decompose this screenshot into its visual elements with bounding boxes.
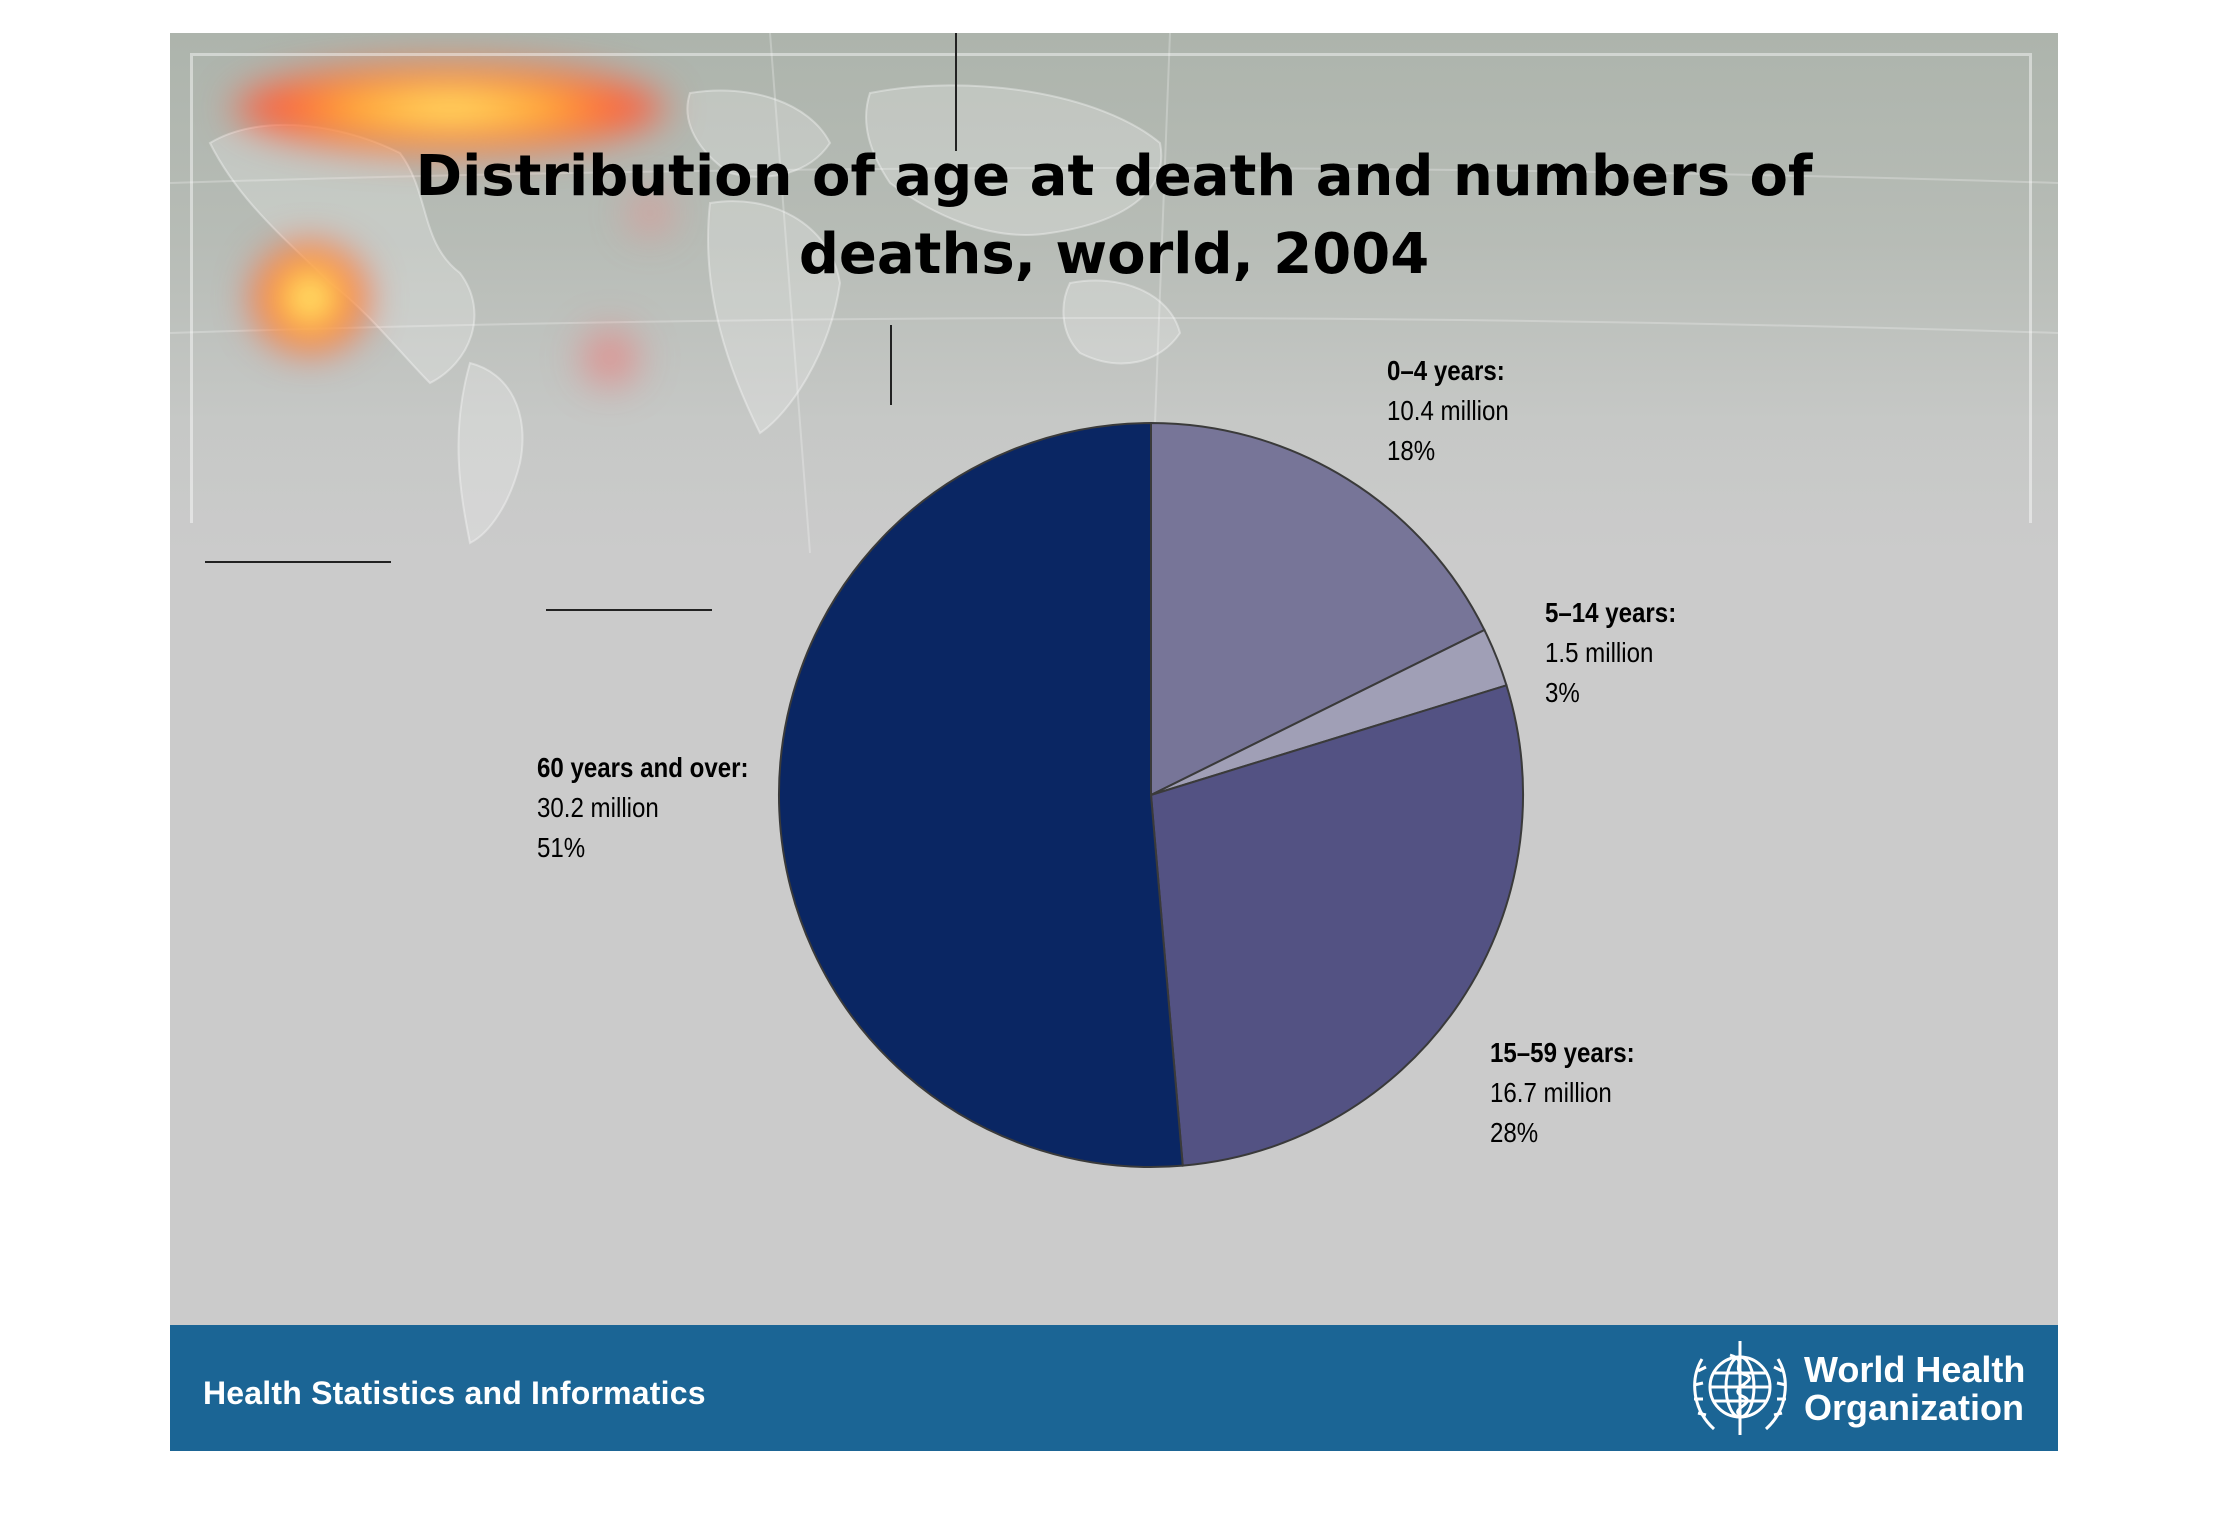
slice-label-value: 10.4 million [1387,395,1509,426]
footer-text: Health Statistics and Informatics [203,1375,706,1411]
slice-label-name: 15–59 years: [1490,1037,1635,1068]
slice-label-name: 0–4 years: [1387,355,1505,386]
slice-label-percent: 3% [1545,677,1580,708]
slice-label-5-14: 5–14 years: 1.5 million 3% [1545,593,1676,713]
organization-name-line-2: Organization [1804,1387,2025,1428]
pie-slice-1 [1150,421,1486,797]
heatmap-blob [250,243,370,353]
who-emblem-icon [1693,1341,1787,1435]
organization-name-line-1: World Health [1804,1349,2026,1390]
slice-label-value: 16.7 million [1490,1077,1612,1108]
divider-line [890,325,892,405]
heatmap-blob [230,63,670,153]
divider-line [205,561,391,563]
slice-label-15-59: 15–59 years: 16.7 million 28% [1490,1033,1635,1153]
slice-label-0-4: 0–4 years: 10.4 million 18% [1387,351,1509,471]
divider-line [546,609,712,611]
pie-slice-3 [1149,684,1524,1167]
chart-title-line-1: Distribution of age at death and numbers… [415,144,1813,209]
chart-title-line-2: deaths, world, 2004 [798,222,1430,287]
banner-background [170,33,2058,553]
slice-label-percent: 51% [537,832,586,863]
pie-chart [778,421,1524,1168]
chart-title: Distribution of age at death and numbers… [170,138,2058,294]
slice-label-percent: 28% [1490,1117,1539,1148]
slice-label-60-plus: 60 years and over: 30.2 million 51% [537,748,748,868]
pie-slice-4 [778,421,1184,1168]
slice-label-value: 1.5 million [1545,637,1654,668]
slice-label-name: 5–14 years: [1545,597,1677,628]
divider-line [955,33,957,151]
heatmap-blob [620,183,680,243]
banner-frame [190,53,2032,523]
slice-label-name: 60 years and over: [537,752,749,783]
slice-label-value: 30.2 million [537,792,659,823]
footer-bar: Health Statistics and Informatics World … [170,1325,2058,1451]
heatmap-blob [570,323,650,393]
slice-label-percent: 18% [1387,435,1436,466]
slide: Distribution of age at death and numbers… [170,33,2058,1451]
organization-name: World Health Organization [1804,1351,2025,1427]
